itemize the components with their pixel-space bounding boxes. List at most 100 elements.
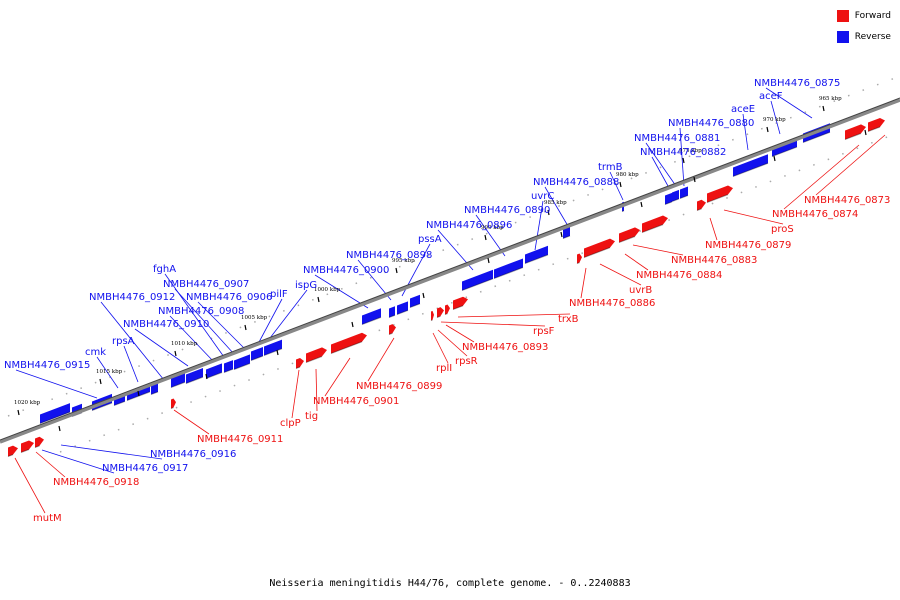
reverse-gene-label: uvrC <box>531 191 554 202</box>
scale-tick-minor <box>137 390 140 397</box>
forward-gene-10-shade <box>436 315 441 319</box>
reverse-gene-18 <box>224 360 233 373</box>
reverse-gene-7 <box>563 226 570 239</box>
reverse-leader-line <box>609 171 624 201</box>
reverse-gene-label: NMBH4476_0910 <box>123 319 209 330</box>
scale-label: 995 kbp <box>392 258 415 264</box>
forward-gene-10 <box>437 307 444 318</box>
legend-forward: Forward <box>836 9 891 23</box>
reverse-gene-label: NMBH4476_0906 <box>186 292 272 303</box>
reverse-leader-line <box>96 356 119 389</box>
forward-gene-17 <box>35 436 44 448</box>
forward-leader-line <box>580 267 587 299</box>
reverse-gene-2-shade <box>732 162 769 178</box>
reverse-gene-13 <box>389 306 395 318</box>
scale-tick-minor <box>560 231 563 238</box>
reverse-gene-label: fghA <box>153 264 176 275</box>
scale-label: 1015 kbp <box>96 369 123 375</box>
reverse-gene-label: aceF <box>759 91 783 102</box>
scale-tick-minor <box>205 373 208 380</box>
forward-gene-label: mutM <box>33 513 62 524</box>
forward-leader-line <box>437 329 468 357</box>
forward-gene-label: uvrB <box>629 285 652 296</box>
scale-tick-minor <box>864 129 867 136</box>
reverse-gene-label: NMBH4476_0915 <box>4 360 90 371</box>
forward-gene-2 <box>707 185 733 203</box>
reverse-leader-line <box>134 328 189 367</box>
forward-gene-label: rplI <box>436 363 452 374</box>
reverse-gene-8-shade <box>524 254 549 265</box>
scale-label: 1000 kbp <box>314 287 341 293</box>
reverse-leader-line <box>765 87 813 119</box>
forward-gene-label: NMBH4476_0911 <box>197 434 283 445</box>
scale-tick-minor <box>351 321 354 328</box>
forward-gene-0 <box>868 117 885 132</box>
reverse-gene-label: trmB <box>598 162 623 173</box>
forward-leader-line <box>457 313 571 318</box>
reverse-gene-label: rpsA <box>112 336 135 347</box>
reverse-leader-line <box>41 449 115 474</box>
reverse-gene-22-shade <box>150 391 159 396</box>
reverse-swatch <box>836 31 849 43</box>
scale-label: 1010 kbp <box>171 341 198 347</box>
forward-gene-19 <box>8 445 18 457</box>
forward-gene-6-shade <box>583 247 611 259</box>
reverse-leader-line <box>100 301 165 381</box>
scale-label: 965 kbp <box>819 96 842 102</box>
reverse-gene-3-shade <box>664 201 673 206</box>
forward-gene-label: NMBH4476_0884 <box>636 270 722 281</box>
reverse-gene-6-shade <box>621 210 625 213</box>
gene-labels: NMBH4476_0875 aceF aceE NMBH4476_0880 NMBH44… <box>4 78 890 524</box>
scale-label: 975 kbp <box>679 148 702 154</box>
scale-tick <box>17 409 20 416</box>
reverse-gene-12 <box>397 301 408 315</box>
scale-ticks <box>17 105 867 432</box>
reverse-gene-label: NMBH4476_0890 <box>464 205 550 216</box>
scale-tick <box>244 324 247 331</box>
forward-leader-line <box>324 357 351 397</box>
reverse-gene-1-shade <box>771 146 798 158</box>
reverse-gene-label: NMBH4476_0900 <box>303 265 389 276</box>
scale-tick-minor <box>693 176 696 183</box>
forward-leader-line <box>14 457 46 514</box>
forward-gene-13-shade <box>330 341 363 355</box>
forward-gene-4-shade <box>641 223 664 234</box>
forward-leader-line <box>632 244 684 256</box>
reverse-gene-11 <box>410 294 420 308</box>
forward-gene-label: NMBH4476_0886 <box>569 298 655 309</box>
reverse-gene-26 <box>40 403 70 424</box>
scale-tick <box>484 234 487 241</box>
reverse-gene-label: NMBH4476_0888 <box>533 177 619 188</box>
reverse-leader-line <box>475 214 506 257</box>
scale-tick <box>682 157 685 164</box>
forward-gene-6 <box>584 238 615 258</box>
reverse-gene-14 <box>362 308 381 325</box>
reverse-gene-20-shade <box>185 376 204 385</box>
forward-gene-16-shade <box>170 406 174 410</box>
forward-gene-7-shade <box>576 261 580 265</box>
reverse-gene-2 <box>733 154 768 177</box>
forward-leader-line <box>440 321 546 327</box>
legend-reverse-label: Reverse <box>854 32 891 42</box>
forward-leader-line <box>432 332 449 364</box>
forward-gene-5-shade <box>618 235 636 244</box>
scale-tick <box>99 378 102 385</box>
legend-reverse: Reverse <box>836 30 891 44</box>
legend: Forward Reverse <box>836 9 891 51</box>
scale-label: 980 kbp <box>616 172 639 178</box>
scale-tick <box>395 267 398 274</box>
scale-tick <box>547 209 550 216</box>
forward-gene-8-shade <box>452 305 464 311</box>
forward-gene-label: proS <box>771 224 794 235</box>
forward-gene-label: NMBH4476_0883 <box>671 255 757 266</box>
scale-tick <box>174 350 177 357</box>
forward-gene-3-shade <box>696 208 702 212</box>
scale-tick-minor <box>773 155 776 162</box>
scale-tick-minor <box>276 349 279 356</box>
forward-gene-12-shade <box>388 332 393 336</box>
reverse-leader-line <box>174 288 235 355</box>
scale-labels: 965 kbp 970 kbp 975 kbp 980 kbp 985 kbp 990 k… <box>14 96 842 406</box>
forward-gene-5 <box>619 227 640 243</box>
reverse-gene-label: NMBH4476_0898 <box>346 250 432 261</box>
reverse-gene-11-shade <box>409 303 421 309</box>
